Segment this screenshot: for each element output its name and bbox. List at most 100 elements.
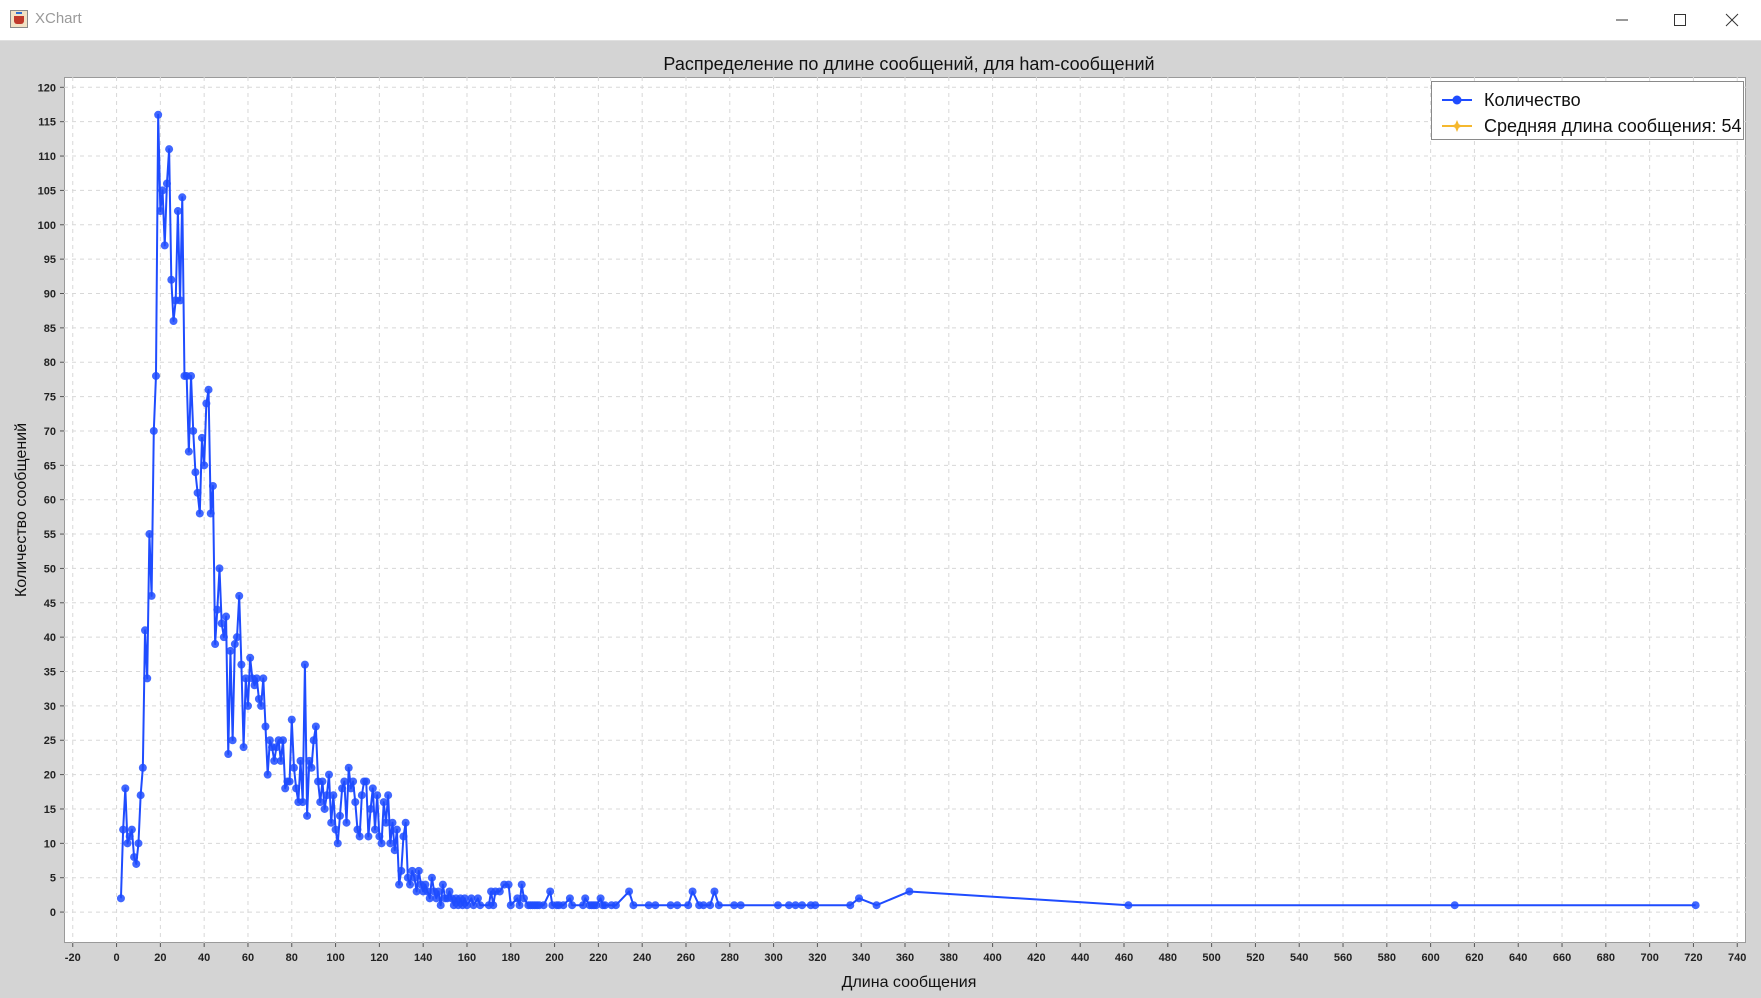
- x-tick-label: 500: [1202, 952, 1220, 964]
- y-tick-label: 65: [44, 460, 56, 472]
- data-point: [460, 894, 469, 903]
- maximize-icon: [1674, 14, 1686, 26]
- x-tick-label: 220: [589, 952, 607, 964]
- data-point: [119, 825, 128, 834]
- data-point: [386, 839, 395, 848]
- data-point: [121, 784, 130, 793]
- data-point: [611, 901, 620, 910]
- data-point: [773, 901, 782, 910]
- data-point: [559, 901, 568, 910]
- data-point: [204, 385, 213, 394]
- data-point: [519, 894, 528, 903]
- data-point: [600, 901, 609, 910]
- data-point: [208, 481, 217, 490]
- x-tick-label: 440: [1071, 952, 1089, 964]
- x-tick-label: 600: [1421, 952, 1439, 964]
- data-point: [136, 791, 145, 800]
- data-point: [141, 626, 150, 635]
- data-point: [504, 880, 513, 889]
- data-point: [517, 880, 526, 889]
- data-point: [160, 241, 169, 250]
- data-point: [436, 901, 445, 910]
- x-tick-label: 540: [1290, 952, 1308, 964]
- data-point: [390, 846, 399, 855]
- minimize-button[interactable]: [1593, 0, 1651, 40]
- data-point: [123, 839, 132, 848]
- data-point: [579, 901, 588, 910]
- data-point: [292, 784, 301, 793]
- y-tick-label: 30: [44, 701, 56, 713]
- data-point: [625, 887, 634, 896]
- y-tick-label: 5: [50, 873, 56, 885]
- legend-marker-mean: [1442, 120, 1472, 132]
- data-point: [233, 633, 242, 642]
- data-point: [281, 784, 290, 793]
- data-point: [303, 811, 312, 820]
- data-point: [412, 887, 421, 896]
- y-tick-label: 20: [44, 770, 56, 782]
- data-point: [206, 509, 215, 518]
- data-point: [410, 873, 419, 882]
- data-point: [596, 894, 605, 903]
- data-point: [379, 798, 388, 807]
- x-tick-label: -20: [65, 952, 81, 964]
- data-point: [132, 859, 141, 868]
- close-icon: [1725, 13, 1739, 27]
- data-point: [353, 825, 362, 834]
- data-point: [176, 296, 185, 305]
- data-point: [684, 901, 693, 910]
- data-point: [230, 640, 239, 649]
- y-tick-label: 25: [44, 735, 56, 747]
- data-point: [156, 207, 165, 216]
- data-point: [145, 530, 154, 539]
- data-point: [730, 901, 739, 910]
- x-tick-label: 20: [154, 952, 166, 964]
- data-point: [381, 818, 390, 827]
- data-point: [222, 612, 231, 621]
- data-point: [307, 763, 316, 772]
- data-point: [423, 887, 432, 896]
- legend-marker-count: [1442, 95, 1472, 105]
- data-point: [219, 633, 228, 642]
- data-point: [397, 866, 406, 875]
- data-point: [116, 894, 125, 903]
- y-tick-label: 90: [44, 289, 56, 301]
- y-tick-label: 35: [44, 667, 56, 679]
- data-point: [362, 777, 371, 786]
- close-button[interactable]: [1703, 0, 1761, 40]
- y-tick-label: 110: [38, 151, 56, 163]
- y-tick-label: 95: [44, 254, 56, 266]
- data-point: [217, 619, 226, 628]
- data-point: [213, 605, 222, 614]
- x-tick-label: 720: [1684, 952, 1702, 964]
- data-point: [191, 468, 200, 477]
- y-tick-label: 85: [44, 323, 56, 335]
- data-point: [285, 777, 294, 786]
- data-point: [401, 818, 410, 827]
- data-point: [263, 770, 272, 779]
- data-point: [167, 275, 176, 284]
- data-point: [224, 749, 233, 758]
- data-point: [340, 777, 349, 786]
- legend-label-count: Количество: [1484, 89, 1581, 110]
- data-point: [226, 646, 235, 655]
- x-tick-label: 700: [1640, 952, 1658, 964]
- data-point: [473, 894, 482, 903]
- data-point: [539, 901, 548, 910]
- data-point: [414, 866, 423, 875]
- maximize-button[interactable]: [1651, 0, 1709, 40]
- data-point: [259, 674, 268, 683]
- y-tick-label: 40: [44, 632, 56, 644]
- x-tick-label: 680: [1597, 952, 1615, 964]
- window-title: XChart: [35, 10, 82, 27]
- legend: Количество Средняя длина сообщения: 54: [1431, 81, 1744, 140]
- x-tick-label: 360: [896, 952, 914, 964]
- data-point: [235, 591, 244, 600]
- data-point: [287, 715, 296, 724]
- data-point: [195, 509, 204, 518]
- y-tick-label: 100: [38, 220, 56, 232]
- x-tick-label: 0: [114, 952, 120, 964]
- data-point: [296, 756, 305, 765]
- data-point: [318, 777, 327, 786]
- x-tick-label: 240: [633, 952, 651, 964]
